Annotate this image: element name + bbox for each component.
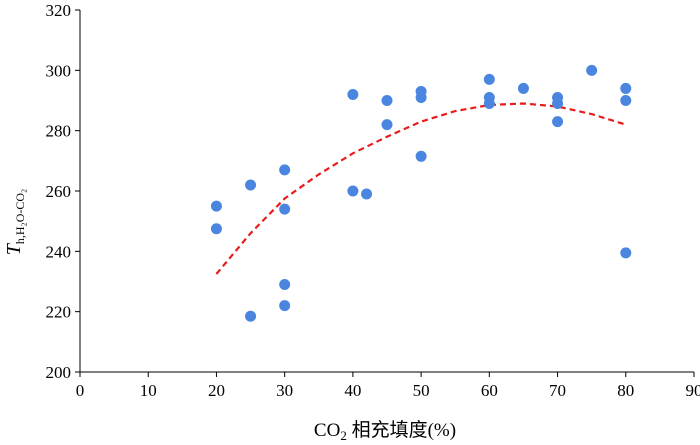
trendline-group (216, 104, 625, 275)
y-axis-title: Th,H₂O-CO₂ (3, 189, 27, 256)
data-point (552, 116, 563, 127)
x-tick-label: 90 (686, 381, 700, 400)
x-ticks: 0 10 20 30 40 50 60 70 80 90 (76, 372, 700, 400)
y-tick-label: 280 (46, 122, 72, 141)
x-axis-title: CO2 相充填度(%) (314, 419, 456, 440)
data-point (484, 98, 495, 109)
axes (80, 10, 694, 372)
data-point (416, 92, 427, 103)
data-point (552, 98, 563, 109)
x-tick-label: 20 (208, 381, 225, 400)
data-point (484, 74, 495, 85)
data-point (347, 89, 358, 100)
y-tick-label: 200 (46, 363, 72, 382)
x-tick-label: 80 (617, 381, 634, 400)
data-point (279, 279, 290, 290)
y-tick-label: 220 (46, 303, 72, 322)
data-points (211, 65, 631, 322)
x-tick-label: 50 (413, 381, 430, 400)
data-point (279, 300, 290, 311)
data-point (518, 83, 529, 94)
data-point (620, 247, 631, 258)
x-tick-label: 0 (76, 381, 85, 400)
data-point (620, 95, 631, 106)
x-tick-label: 30 (276, 381, 293, 400)
data-point (211, 223, 222, 234)
y-tick-label: 260 (46, 182, 72, 201)
trendline (216, 104, 625, 275)
data-point (279, 204, 290, 215)
data-point (382, 119, 393, 130)
data-point (279, 164, 290, 175)
x-tick-label: 70 (549, 381, 566, 400)
data-point (620, 83, 631, 94)
x-tick-label: 60 (481, 381, 498, 400)
data-point (586, 65, 597, 76)
x-tick-label: 10 (140, 381, 157, 400)
data-point (211, 201, 222, 212)
data-point (361, 189, 372, 200)
data-point (245, 179, 256, 190)
data-point (347, 186, 358, 197)
data-point (245, 311, 256, 322)
y-tick-label: 320 (46, 1, 72, 20)
x-tick-label: 40 (344, 381, 361, 400)
y-ticks: 200 220 240 260 280 300 320 (46, 1, 81, 382)
data-point (382, 95, 393, 106)
y-tick-label: 240 (46, 242, 72, 261)
y-tick-label: 300 (46, 61, 72, 80)
data-point (416, 151, 427, 162)
